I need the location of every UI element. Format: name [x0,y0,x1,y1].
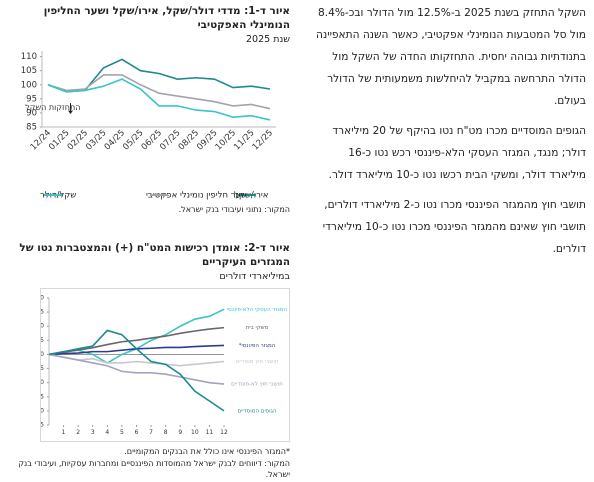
x-tick-label: 7 [149,429,153,436]
x-tick-label: 4 [105,429,109,436]
y-tick-label: 105 [21,66,37,76]
y-tick-label: -5 [40,365,44,372]
series-line [48,326,225,356]
y-tick-label: 15 [40,309,44,316]
series-line [47,58,271,93]
series-line [48,353,225,385]
y-tick-label: 95 [26,94,37,104]
bullet: הגופים המוסדיים מכרו מט"ח נטו בהיקף של 2… [316,120,586,186]
note: המקור: דיווחים לבנק ישראל מהמוסדות הפיננ… [18,458,290,480]
figure-subtitle: שנת 2025 [246,34,290,45]
series-line [48,329,225,412]
bullet: השקל התחזק בשנת 2025 ב-12.5% מול הדולר ו… [316,2,586,112]
y-tick-label: 90 [26,108,37,118]
y-tick-label: -25 [40,422,44,429]
figure-title: איור ד-2: אומדן רכישות המט"ח (+) והמצטבר… [19,242,290,268]
x-tick-label: 2 [76,429,80,436]
y-tick-label: 0 [40,351,44,358]
series-label: המגזר הפיננסי* [239,343,276,349]
x-tick-label: 12/25 [251,128,275,152]
series-label: תושבי חוץ לא-מוסדיים [231,381,283,388]
y-tick-label: -15 [40,393,44,400]
x-tick-label: 3 [91,429,95,436]
series-label: המגזר העסקי הלא-פיננסי [227,306,287,313]
x-tick-label: 12 [220,429,228,436]
x-tick-label: 8 [164,429,168,436]
bullet-list: השקל התחזק בשנת 2025 ב-12.5% מול הדולר ו… [316,2,594,268]
annotation-arrowhead [68,110,73,115]
note: *המגזר הפיננסי אינו כולל את הבנקים המקומ… [124,447,290,456]
y-tick-label: 20 [40,295,44,302]
series-line [47,74,271,110]
y-tick-label: 110 [21,52,37,62]
y-tick-label: -20 [40,407,44,414]
series-label: משקי בית [246,325,269,331]
annotation: התחזקות השקל [25,103,80,112]
x-tick-label: 11 [206,429,214,436]
y-tick-label: 5 [40,337,44,344]
y-tick-label: 85 [26,123,37,133]
chart: -25-20-15-10-505101520123456789101112המג… [40,288,290,442]
chart: 85909510010511012/2401/2502/2503/2504/25… [21,51,276,201]
series-label: הגופים המוסדיים [238,408,277,414]
x-tick-label: 10 [191,429,199,436]
figure-notes: *המגזר הפיננסי אינו כולל את הבנקים המקומ… [2,446,290,481]
series-label: תושבי חוץ מוסדיים [236,359,279,365]
x-tick-label: 6 [135,429,139,436]
legend-label: שער חליפין נומינלי אפקטיבי [146,191,247,201]
figure-title: איור ד-1: מדדי דולר/שקל, אירו/שקל ושער ה… [43,5,290,31]
y-tick-label: -10 [40,379,44,386]
bullet: תושבי חוץ מהמגזר הפיננסי מכרו נטו כ-2 מי… [316,194,586,260]
y-tick-label: 10 [40,323,44,330]
x-tick-label: 1 [62,429,66,436]
x-tick-label: 9 [178,429,182,436]
series-line [47,78,271,121]
figure-subtitle: במיליארדי דולרים [219,271,290,282]
source-note: המקור: נתוני ועיבודי בנק ישראל. [178,205,290,214]
y-tick-label: 100 [21,80,37,90]
x-tick-label: 5 [120,429,124,436]
